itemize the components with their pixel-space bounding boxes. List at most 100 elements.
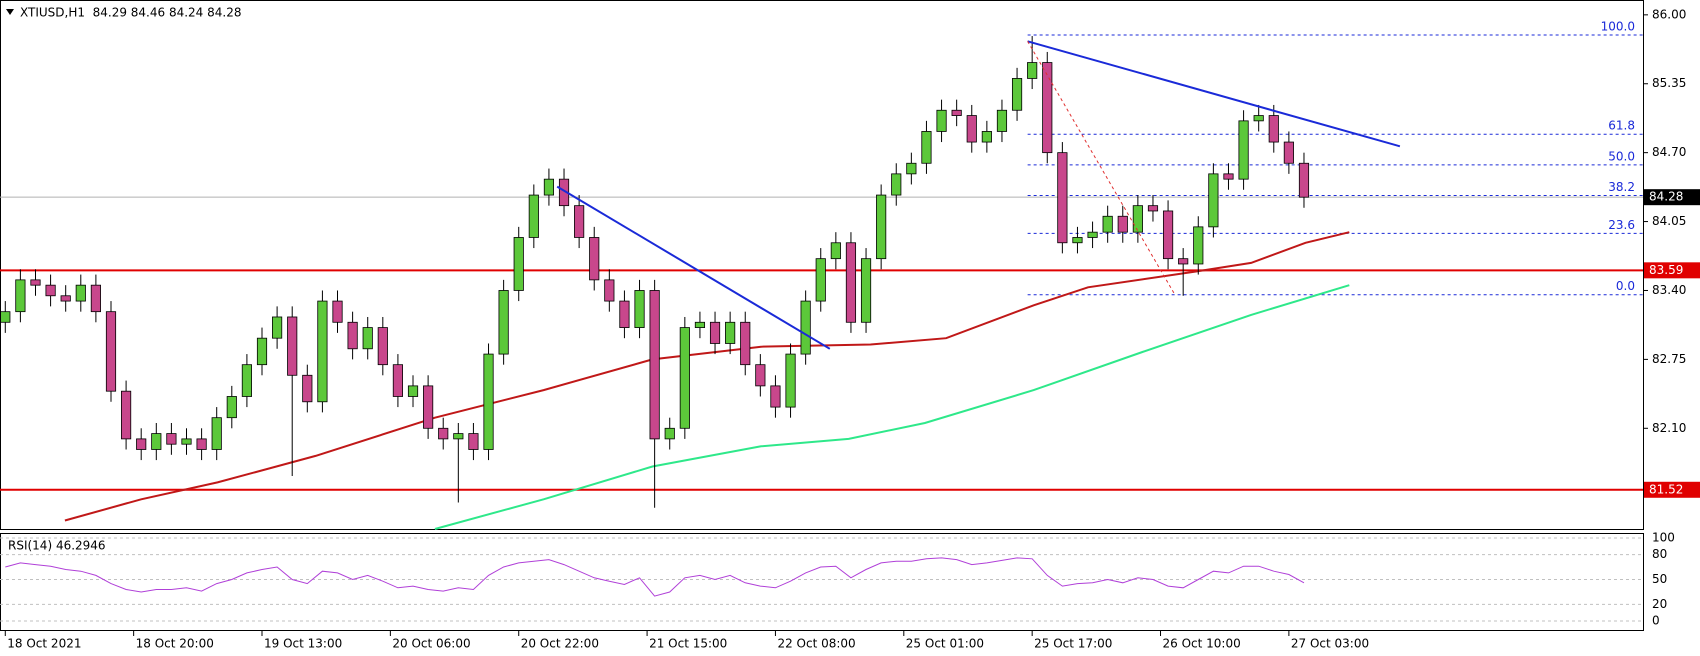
x-tick-label: 26 Oct 10:00	[1163, 637, 1241, 651]
candle-body	[1072, 237, 1083, 244]
price-box	[1644, 262, 1700, 279]
x-tick-label: 20 Oct 22:00	[521, 637, 599, 651]
candle-body	[996, 109, 1008, 132]
candle-body	[981, 131, 992, 143]
rsi-tick-label: 0	[1652, 614, 1660, 628]
candle-body	[377, 327, 388, 366]
candle-body	[60, 295, 71, 302]
y-tick-label: 84.05	[1652, 214, 1686, 228]
candle-body	[906, 162, 917, 175]
trendline	[556, 185, 831, 350]
candle-body	[1268, 115, 1279, 143]
candle-body	[1042, 62, 1053, 154]
fib-label: 0.0	[1616, 279, 1635, 293]
x-tick-label: 18 Oct 20:00	[136, 637, 214, 651]
candle-body	[1162, 210, 1174, 260]
candle-body	[1117, 215, 1128, 233]
y-tick-label: 85.35	[1652, 76, 1686, 90]
candle-body	[0, 311, 11, 323]
rsi-tick-label: 100	[1652, 531, 1675, 545]
x-tick-label: 19 Oct 13:00	[264, 637, 342, 651]
price-box	[1644, 481, 1700, 498]
trendline	[1027, 40, 1401, 148]
menu-triangle	[6, 9, 14, 15]
candle-body	[1147, 205, 1159, 212]
rsi-tick-label: 20	[1652, 597, 1667, 611]
x-tick-label: 18 Oct 2021	[7, 637, 81, 651]
candle-body	[483, 353, 494, 450]
candle-body	[800, 300, 811, 355]
candle-body	[438, 427, 449, 440]
candle-body	[1238, 120, 1249, 180]
candle-body	[151, 433, 162, 450]
x-tick-label: 21 Oct 15:00	[649, 637, 727, 651]
candle-body	[1253, 115, 1264, 122]
candle-body	[740, 321, 751, 366]
candle-body	[679, 327, 690, 429]
x-tick-label: 20 Oct 06:00	[392, 637, 470, 651]
candle-body	[1178, 258, 1189, 265]
candle-body	[830, 242, 841, 260]
candle-body	[45, 284, 56, 297]
candle-body	[1283, 141, 1294, 164]
candle-body	[845, 242, 857, 323]
y-tick-label: 84.70	[1652, 145, 1686, 159]
y-tick-label: 82.10	[1652, 421, 1686, 435]
candle-body	[921, 131, 932, 164]
rsi-title: RSI(14) 46.2946	[8, 539, 106, 553]
candle-body	[528, 194, 539, 238]
candle-body	[1132, 205, 1143, 233]
candle-body	[30, 279, 41, 286]
candle-body	[1298, 162, 1310, 198]
fib-label: 23.6	[1608, 218, 1635, 232]
candle-body	[1087, 231, 1098, 238]
candle-body	[860, 258, 872, 323]
fib-label: 61.8	[1608, 119, 1635, 133]
candle-body	[407, 385, 419, 397]
candle-body	[256, 337, 268, 366]
rsi-line	[5, 557, 1305, 597]
candle-body	[966, 115, 977, 143]
candle-body	[498, 290, 509, 355]
candle-body	[423, 385, 434, 429]
candle-body	[785, 353, 796, 408]
candle-body	[226, 396, 237, 419]
candle-body	[709, 321, 721, 344]
candle-body	[649, 290, 660, 440]
candle-body	[136, 438, 147, 450]
y-tick-label: 83.40	[1652, 283, 1686, 297]
price-box-label: 83.59	[1649, 263, 1683, 277]
candle-body	[317, 300, 328, 403]
candle-body	[634, 290, 645, 328]
x-tick-label: 27 Oct 03:00	[1291, 637, 1369, 651]
y-tick-label: 86.00	[1652, 7, 1686, 21]
candle-body	[725, 321, 736, 344]
candle-body	[1208, 173, 1219, 228]
candle-body	[453, 433, 464, 440]
candle-body	[1193, 226, 1204, 265]
candle-body	[121, 390, 132, 440]
candle-body	[105, 311, 117, 392]
candle-body	[181, 438, 192, 445]
candle-body	[332, 300, 343, 323]
rsi-tick-label: 80	[1652, 547, 1667, 561]
moving-average	[64, 231, 1350, 522]
main-panel	[0, 0, 1644, 530]
rsi-panel	[0, 533, 1644, 631]
candle-body	[574, 205, 585, 238]
candle-body	[287, 316, 298, 376]
candle-body	[513, 237, 524, 291]
candle-body	[951, 109, 962, 116]
candle-body	[75, 284, 86, 302]
candle-body	[770, 385, 781, 408]
price-box-label: 84.28	[1649, 190, 1683, 204]
rsi-tick-label: 50	[1652, 572, 1667, 586]
moving-average	[434, 284, 1350, 530]
x-tick-label: 22 Oct 08:00	[777, 637, 855, 651]
candle-body	[604, 279, 615, 302]
price-box	[1644, 189, 1700, 206]
chart-title: XTIUSD,H1 84.29 84.46 84.24 84.28	[20, 6, 241, 20]
candle-body	[241, 364, 252, 397]
